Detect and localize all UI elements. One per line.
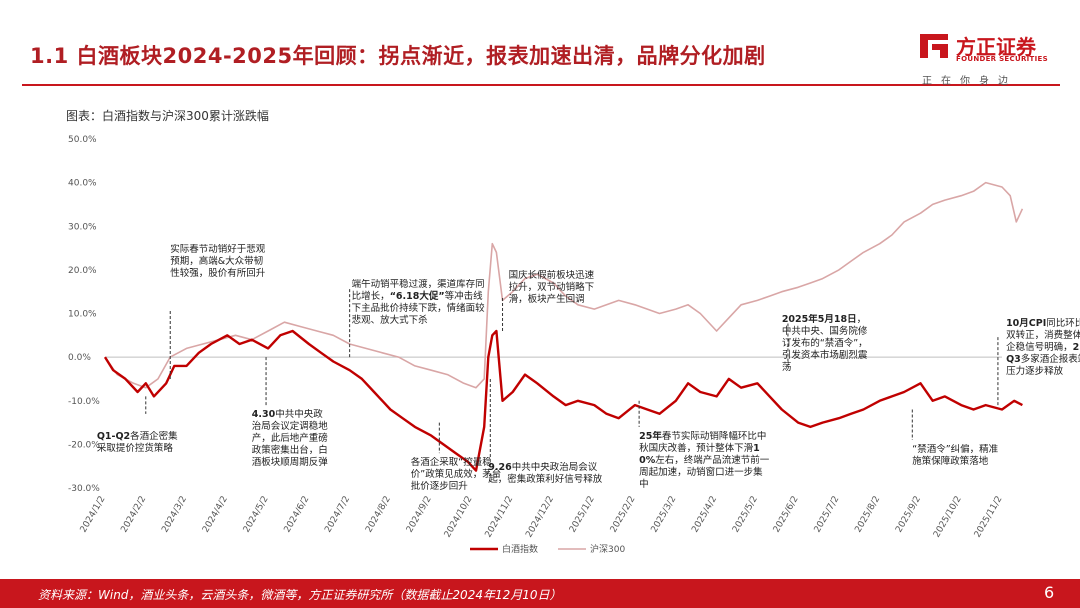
page-title: 1.1 白酒板块2024-2025年回顾：拐点渐近，报表加速出清，品牌分化加剧 (30, 44, 766, 68)
annotation-text: 2025年5月18日，中共中央、国务院修订发布的“禁酒令”，引发资本市场剧烈震荡 (782, 314, 868, 373)
y-tick-label: -10.0% (68, 397, 100, 407)
annotation-text: 10月CPI同比环比双转正，消费整体企稳信号明确，25Q3多家酒企报表端压力逐步… (1006, 318, 1080, 377)
footer-bar: 资料来源：Wind，酒业头条，云酒头条，微酒等，方正证券研究所（数据截止2024… (0, 579, 1080, 608)
logo-name-en: FOUNDER SECURITIES (956, 55, 1048, 63)
x-tick-label: 2024/4/2 (201, 495, 230, 535)
x-tick-label: 2025/6/2 (772, 495, 801, 535)
y-tick-label: 50.0% (68, 135, 97, 145)
footer-source: 资料来源：Wind，酒业头条，云酒头条，微酒等，方正证券研究所（数据截止2024… (38, 588, 562, 602)
series-line-baijiu (103, 329, 1023, 472)
x-tick-label: 2025/7/2 (813, 495, 842, 535)
annotation-text: 25年春节实际动销降幅环比中秋国庆改善，预计整体下滑10%左右，终端产品流速节前… (639, 431, 769, 490)
annotation-text: 国庆长假前板块迅速拉升，双节动销略下滑，板块产生回调 (509, 270, 595, 305)
x-tick-label: 2025/2/2 (609, 495, 638, 535)
cumulative-return-chart: 50.0% 40.0% 30.0% 20.0% 10.0% 0.0% -10.0% -20.0… (68, 135, 1080, 555)
annotation-text: 4.30中共中央政治局会议定调稳地产，此后地产重磅政策密集出台，白酒板块顺周期反… (252, 409, 328, 468)
chart-title: 图表：白酒指数与沪深300累计涨跌幅 (66, 109, 269, 123)
y-tick-label: 0.0% (68, 353, 91, 363)
founder-logo-icon (920, 34, 948, 58)
annotation-text: 端午动销平稳过渡，渠道库存同比增长，“6.18大促”等冲击线下主品批价持续下跌，… (352, 279, 485, 326)
logo-slogan: 正在你身边 (922, 76, 1017, 87)
company-logo: 方正证券 FOUNDER SECURITIES 正在你身边 (918, 30, 1058, 87)
y-tick-label: 10.0% (68, 310, 97, 320)
annotation-text: 各酒企采取“控量稳价”政策见成效，茅台批价逐步回升 (411, 457, 501, 492)
y-tick-label: -20.0% (68, 440, 100, 450)
series-line-csi300 (104, 181, 1024, 389)
page-number: 6 (1044, 583, 1055, 602)
annotation-text: Q1-Q2各酒企密集采取提价控货策略 (97, 431, 178, 454)
annotation-text: 9.26中共中央政治局会议起，密集政策利好信号释放 (488, 462, 602, 485)
y-tick-label: 30.0% (68, 222, 97, 232)
x-tick-label: 2025/8/2 (853, 495, 882, 535)
y-tick-label: -30.0% (68, 484, 100, 494)
annotation-text: 实际春节动销好于悲观预期，高端&大众带韧性较强，股价有所回升 (170, 244, 265, 279)
y-tick-label: 40.0% (68, 179, 97, 189)
legend-label-baijiu: 白酒指数 (502, 543, 538, 555)
annotation-text: “禁酒令”纠偏，精准施策保障政策落地 (912, 444, 998, 467)
logo-name-cn: 方正证券 (956, 35, 1036, 59)
x-tick-label: 2024/8/2 (364, 495, 393, 535)
header-divider (22, 84, 1060, 86)
legend-label-csi300: 沪深300 (590, 543, 625, 555)
y-tick-label: 20.0% (68, 266, 97, 276)
